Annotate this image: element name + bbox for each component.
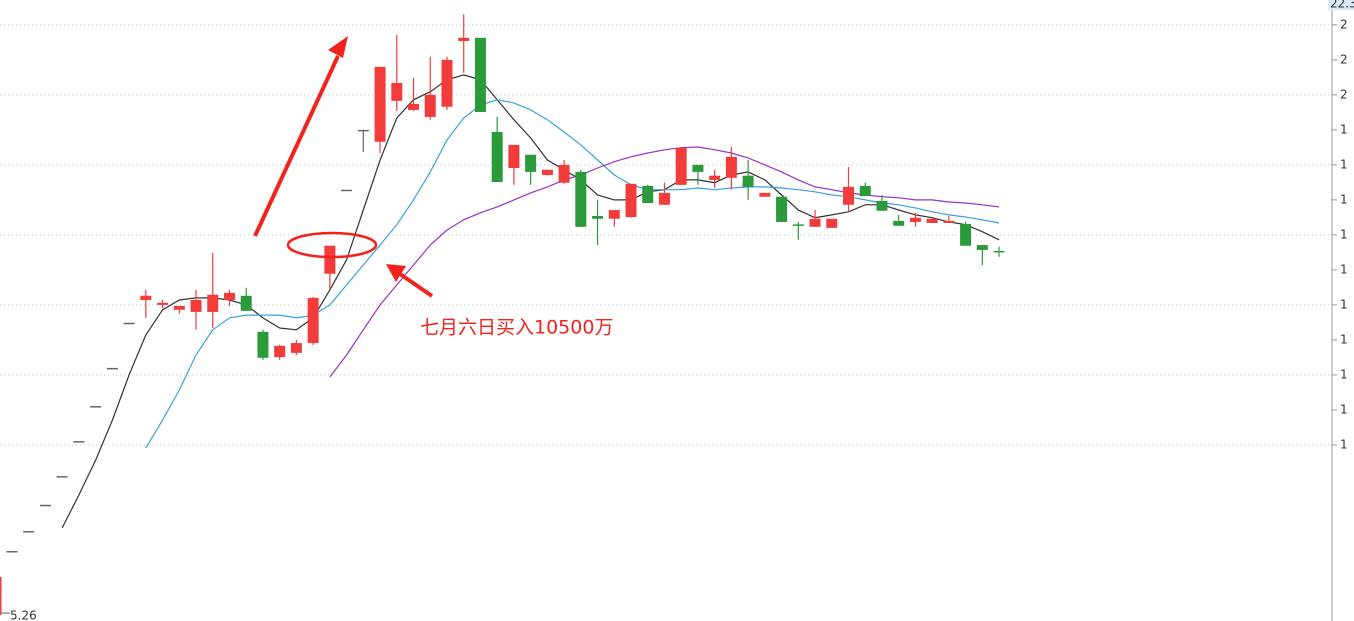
candle-body: [424, 94, 436, 117]
candle-body: [207, 294, 219, 312]
candle-body: [759, 192, 771, 197]
highlight-ellipse: [286, 231, 378, 259]
candle-body: [240, 295, 252, 311]
candle-body: [826, 218, 838, 228]
candle-body: [876, 200, 888, 211]
candle-body: [541, 169, 553, 176]
candle-body: [508, 144, 520, 169]
candle-body: [73, 441, 85, 443]
candle-body: [357, 129, 369, 132]
candle-body: [56, 476, 68, 478]
ma-line: [329, 146, 1000, 378]
candle-body: [859, 185, 871, 197]
plot: 2 2 2 1 1 1 1 1 1 1 1 1 1: [0, 14, 1348, 553]
candle-body: [976, 245, 988, 250]
candle-body: [742, 175, 754, 187]
candle-body: [926, 218, 938, 223]
candle-body: [993, 250, 1005, 253]
y-tick-label: 1: [1340, 227, 1348, 241]
candle-body: [525, 154, 537, 172]
candle-body: [709, 175, 721, 180]
max-label-box: [1328, 0, 1354, 10]
candle-body: [792, 224, 804, 226]
candle-body: [6, 550, 18, 553]
annotation-text: 七月六日买入10500万: [420, 317, 613, 339]
candle-body: [809, 218, 821, 227]
candle-body: [274, 345, 286, 358]
candle-body: [39, 504, 51, 507]
candle-body: [474, 37, 486, 113]
candle-body: [290, 343, 302, 353]
ma-line: [145, 99, 1000, 449]
candle-body: [190, 299, 202, 312]
candle-body: [960, 224, 972, 246]
arrow-up-head: [328, 36, 348, 58]
y-tick-label: 1: [1340, 332, 1348, 346]
candle-body: [106, 367, 118, 370]
candle-body: [23, 531, 35, 533]
candle-body: [491, 131, 503, 183]
candle-body: [458, 37, 470, 41]
min-label: 5.26: [10, 609, 37, 621]
y-tick-label: 1: [1340, 192, 1348, 206]
y-tick-label: 1: [1340, 367, 1348, 381]
candle-body: [223, 292, 235, 300]
candle-body: [341, 189, 353, 192]
candle-body: [692, 164, 704, 172]
y-tick-label: 1: [1340, 437, 1348, 451]
arrow-left-shaft: [398, 272, 434, 298]
candle-body: [374, 66, 386, 142]
y-tick-label: 1: [1340, 262, 1348, 276]
candle-body: [558, 164, 570, 183]
y-tick-label: 1: [1340, 122, 1348, 136]
candle-body: [642, 185, 654, 204]
candle-body: [675, 147, 687, 185]
candle-body: [843, 186, 854, 205]
y-tick-label: 2: [1340, 52, 1348, 66]
y-tick-label: 1: [1340, 402, 1348, 416]
candle-body: [307, 297, 319, 344]
y-tick-label: 2: [1340, 87, 1348, 101]
candle-body: [257, 331, 269, 358]
candle-body: [123, 322, 135, 325]
candle-body: [408, 103, 420, 110]
candle-body: [943, 220, 955, 223]
ma-line: [61, 74, 1000, 529]
candle-body: [592, 215, 604, 219]
candle-body: [157, 302, 169, 305]
candle-body: [776, 196, 788, 222]
candle-body: [725, 156, 737, 178]
candle-body: [140, 295, 152, 300]
candle-body: [909, 217, 921, 222]
candle-body: [625, 183, 637, 218]
candle-body: [441, 59, 453, 107]
arrow-left-head: [386, 264, 406, 282]
candle-body: [658, 192, 670, 205]
candle-body: [324, 245, 336, 274]
candle-body: [90, 406, 102, 408]
arrow-up-shaft: [253, 55, 340, 237]
candle-body: [173, 305, 185, 310]
candle-body: [608, 210, 620, 219]
candle-body: [893, 220, 905, 226]
y-tick-label: 1: [1340, 157, 1348, 171]
annotations: 七月六日买入10500万: [253, 36, 613, 339]
y-tick-label: 2: [1340, 17, 1348, 31]
candle-body: [575, 171, 587, 227]
candle-body: [391, 82, 403, 101]
max-label: 22.3: [1330, 0, 1354, 11]
y-tick-label: 1: [1340, 297, 1348, 311]
